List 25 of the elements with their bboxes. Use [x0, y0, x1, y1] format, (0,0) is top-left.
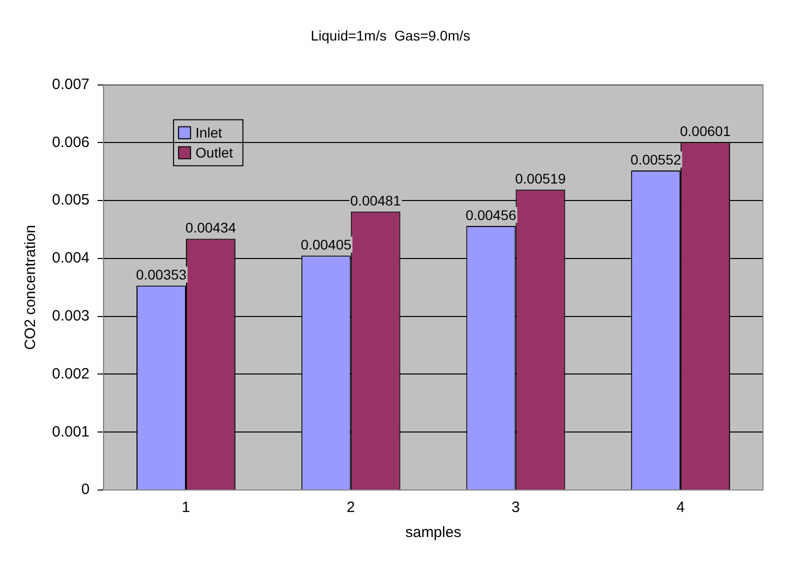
chart-title: Liquid=1m/s Gas=9.0m/s: [310, 27, 470, 44]
data-label: 0.00353: [136, 266, 187, 283]
y-tick-label: 0.003: [52, 307, 90, 324]
y-tick-label: 0.006: [52, 134, 90, 151]
legend-label: Inlet: [196, 124, 222, 141]
y-tick-label: 0.005: [52, 192, 90, 209]
data-label: 0.00601: [680, 122, 731, 139]
y-tick-label: 0.001: [52, 423, 90, 440]
data-label: 0.00519: [515, 170, 566, 186]
data-label: 0.00434: [185, 220, 236, 236]
x-tick-label: 1: [182, 499, 190, 516]
legend-label: Outlet: [196, 144, 233, 161]
y-tick-label: 0.004: [52, 250, 90, 267]
data-label: 0.00481: [350, 192, 402, 208]
data-label: 0.00456: [466, 206, 516, 223]
data-label: 0.00405: [300, 236, 352, 252]
y-tick-label: 0.002: [52, 365, 90, 382]
x-tick-label: 4: [676, 499, 685, 516]
x-axis-title: samples: [405, 524, 462, 542]
x-tick-label: 2: [346, 499, 356, 516]
y-tick-label: 0.007: [52, 76, 90, 93]
y-tick-label: 0: [81, 481, 90, 498]
y-axis-title: CO2 concentration: [22, 224, 40, 350]
x-tick-label: 3: [512, 499, 520, 516]
data-label: 0.00552: [630, 151, 682, 168]
